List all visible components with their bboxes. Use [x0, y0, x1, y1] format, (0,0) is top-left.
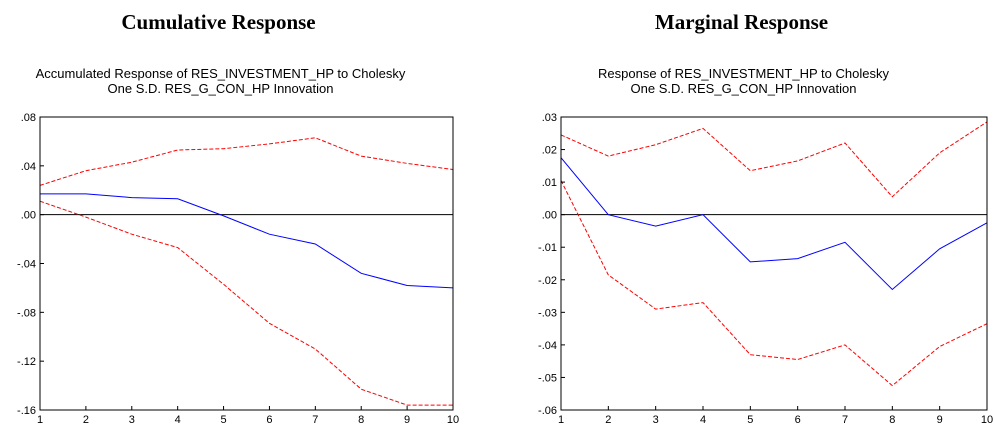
x-tick-label: 6 [266, 414, 272, 426]
y-tick-label: -.01 [538, 242, 557, 254]
x-tick-label: 7 [842, 414, 848, 426]
upper-band-line [39, 137, 454, 186]
response-line [560, 157, 988, 291]
x-tick-label: 7 [312, 414, 318, 426]
chart-title-line-2: One S.D. RES_G_CON_HP Innovation [107, 81, 334, 96]
y-tick-label: -.02 [538, 275, 557, 287]
chart-title-line-1: Response of RES_INVESTMENT_HP to Cholesk… [598, 66, 889, 81]
y-tick-label: -.16 [17, 405, 36, 417]
y-tick-label: .04 [21, 161, 36, 173]
x-tick-label: 1 [558, 414, 564, 426]
marginal-response-chart: .03 .02 .01 .00 -.01 -.02 -.03 -.04 -.05 -.061 2 3 4… [538, 112, 993, 426]
x-tick-label: 3 [129, 414, 135, 426]
x-tick-label: 10 [447, 414, 459, 426]
x-tick-label: 10 [981, 414, 993, 426]
y-tick-label: -.06 [538, 405, 557, 417]
section-heading: Cumulative Response [121, 10, 316, 34]
x-tick-label: 5 [747, 414, 753, 426]
upper-band-line [560, 121, 988, 198]
chart-title-line-1: Accumulated Response of RES_INVESTMENT_H… [35, 66, 406, 81]
y-tick-label: .00 [542, 210, 557, 222]
y-tick-label: .02 [542, 145, 557, 157]
y-tick-label: .03 [542, 112, 557, 124]
marginal-response-panel: Marginal Response Response of RES_INVEST… [497, 0, 994, 436]
x-tick-label: 9 [404, 414, 410, 426]
x-tick-label: 3 [653, 414, 659, 426]
y-tick-label: .01 [542, 177, 557, 189]
x-tick-label: 2 [605, 414, 611, 426]
x-tick-label: 1 [37, 414, 43, 426]
x-tick-label: 5 [220, 414, 226, 426]
response-line [40, 193, 454, 289]
x-tick-label: 4 [175, 414, 181, 426]
y-tick-label: .00 [21, 210, 36, 222]
y-tick-label: -.04 [538, 340, 557, 352]
y-tick-label: -.08 [17, 307, 36, 319]
plot-frame [560, 116, 988, 411]
x-tick-label: 2 [83, 414, 89, 426]
x-tick-label: 8 [889, 414, 895, 426]
lower-band-line [560, 180, 988, 387]
x-tick-label: 4 [700, 414, 706, 426]
chart-title-line-2: One S.D. RES_G_CON_HP Innovation [630, 81, 857, 96]
x-tick-label: 6 [795, 414, 801, 426]
chart-title: Accumulated Response of RES_INVESTMENT_H… [0, 66, 469, 96]
x-tick-label: 9 [937, 414, 943, 426]
cumulative-response-panel: Cumulative Response Accumulated Response… [0, 0, 497, 436]
lower-band-line [39, 200, 453, 406]
y-tick-label: .08 [21, 112, 36, 124]
x-tick-label: 8 [358, 414, 364, 426]
y-tick-label: -.05 [538, 372, 557, 384]
y-tick-label: -.03 [538, 307, 557, 319]
section-heading: Marginal Response [654, 10, 829, 34]
y-tick-label: -.04 [17, 259, 36, 271]
y-tick-label: -.12 [17, 356, 36, 368]
chart-title: Response of RES_INVESTMENT_HP to Cholesk… [495, 66, 992, 96]
cumulative-response-chart: .08 .04 .00 -.04 -.08 -.12 -.161 2 3 4 5 6 7 8 9 10 [17, 112, 459, 426]
